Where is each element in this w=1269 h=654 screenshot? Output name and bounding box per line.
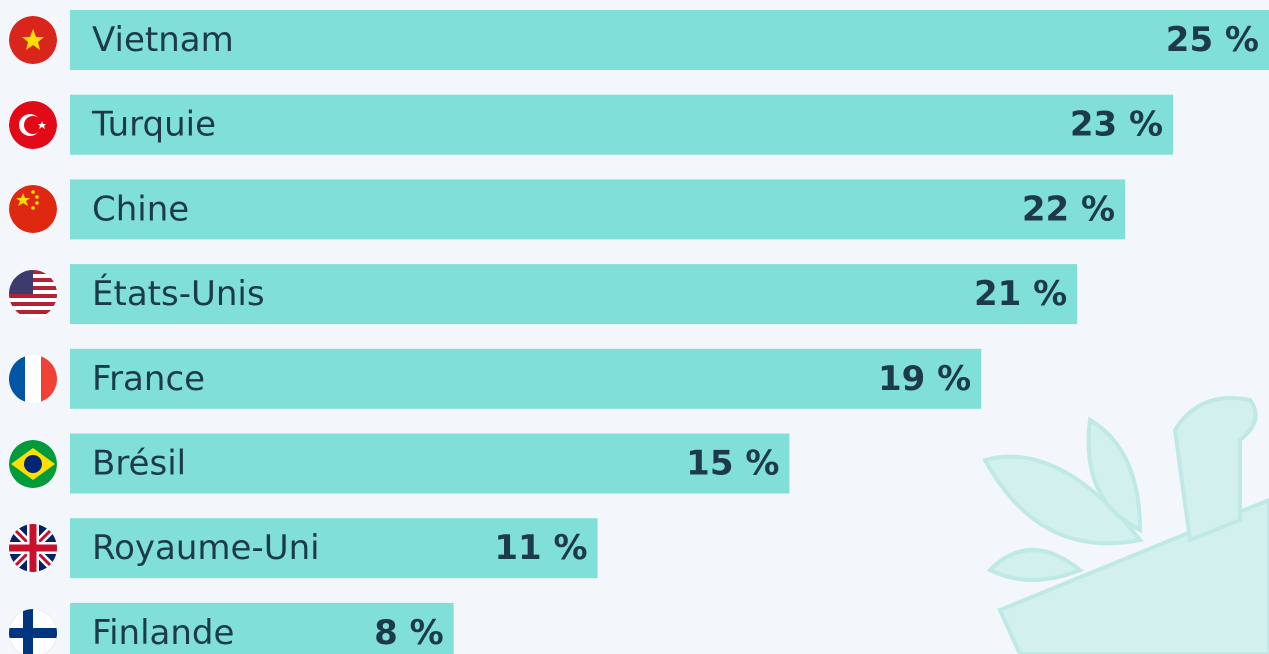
value-label: 25 % bbox=[1166, 20, 1259, 60]
category-label: Finlande bbox=[92, 613, 234, 653]
category-label: Brésil bbox=[92, 444, 186, 484]
value-label: 15 % bbox=[686, 444, 779, 484]
flag-vietnam bbox=[9, 16, 57, 64]
value-label: 21 % bbox=[974, 274, 1067, 314]
category-label: Chine bbox=[92, 189, 189, 229]
flag-china bbox=[9, 185, 57, 233]
bar bbox=[70, 349, 981, 409]
category-label: France bbox=[92, 359, 205, 399]
flag-france bbox=[9, 355, 57, 403]
value-label: 22 % bbox=[1022, 189, 1115, 229]
decoration bbox=[985, 398, 1269, 654]
category-label: États-Unis bbox=[92, 273, 265, 314]
flag-uk bbox=[9, 524, 57, 572]
value-label: 23 % bbox=[1070, 105, 1163, 145]
flag-brazil bbox=[9, 440, 57, 488]
value-label: 11 % bbox=[494, 528, 587, 568]
flag-finland bbox=[9, 609, 57, 654]
category-label: Vietnam bbox=[92, 20, 234, 60]
value-label: 8 % bbox=[374, 613, 444, 653]
bar bbox=[70, 10, 1269, 70]
value-label: 19 % bbox=[878, 359, 971, 399]
category-label: Royaume-Uni bbox=[92, 528, 320, 568]
flags bbox=[9, 16, 57, 654]
bar bbox=[70, 95, 1173, 155]
page: {"chart_data": {"type": "bar", "orientat… bbox=[0, 0, 1269, 654]
bar bbox=[70, 179, 1125, 239]
chart: Vietnam 25 % Turquie 23 % Chine 22 % États-Uni… bbox=[0, 0, 1269, 654]
category-label: Turquie bbox=[91, 105, 216, 145]
flag-usa bbox=[9, 270, 57, 318]
flag-turkey bbox=[9, 101, 57, 149]
